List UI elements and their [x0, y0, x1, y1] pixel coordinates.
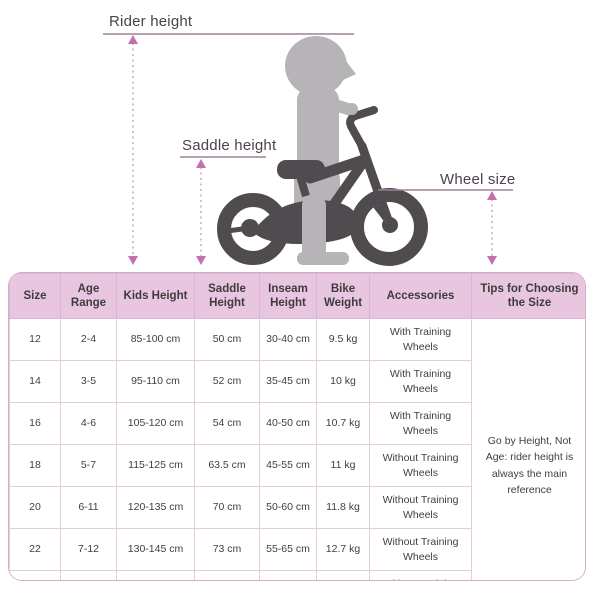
kids-height-header: Kids Height [116, 273, 195, 319]
inseam-height-cell: 55-65 cm [259, 528, 317, 571]
bike-weight-cell: 12.7 kg [316, 528, 370, 571]
kids-height-cell: 95-110 cm [116, 360, 195, 403]
inseam-height-cell: 30-40 cm [259, 318, 317, 361]
saddle [277, 160, 325, 179]
saddle-height-cell: 82.5 cm [194, 570, 260, 580]
child-hand [346, 103, 358, 115]
age-range-cell: 8-12 [60, 570, 117, 580]
inseam-height-cell: 35-45 cm [259, 360, 317, 403]
bike-weight-cell: 11.8 kg [316, 486, 370, 529]
age-range-header: Age Range [60, 273, 117, 319]
child-shoe [297, 252, 349, 265]
saddle-height-cell: 73 cm [194, 528, 260, 571]
size-cell: 18 [9, 444, 61, 487]
saddle-height-cell: 54 cm [194, 402, 260, 445]
bike-weight-cell: 9.5 kg [316, 318, 370, 361]
kids-height-cell: 115-125 cm [116, 444, 195, 487]
table-row: 24 8-12 140-155 cm 82.5 cm 60-70 cm 13.8… [9, 570, 586, 580]
seat-post [296, 174, 310, 198]
saddle-height-label: Saddle height [182, 137, 277, 154]
tips-cell: Go by Height, Not Age: rider height is a… [471, 318, 585, 580]
tips-header: Tips for Choosing the Size [471, 273, 585, 319]
age-range-cell: 6-11 [60, 486, 117, 529]
child-leg [302, 198, 326, 258]
size-chart-table: Size Age Range Kids Height Saddle Height… [9, 273, 586, 580]
wheel-size-arrow [487, 191, 497, 265]
bike-weight-cell: 10.7 kg [316, 402, 370, 445]
table-row: 14 3-5 95-110 cm 52 cm 35-45 cm 10 kg Wi… [9, 360, 586, 403]
size-cell: 12 [9, 318, 61, 361]
accessories-header: Accessories [369, 273, 472, 319]
size-cell: 16 [9, 402, 61, 445]
kids-height-cell: 140-155 cm [116, 570, 195, 580]
accessories-cell: With Training Wheels [369, 402, 472, 445]
front-fork [357, 141, 393, 225]
accessories-cell: Without Training Wheels [369, 486, 472, 529]
accessories-cell: Without Training Wheels [369, 570, 472, 580]
rider-height-label: Rider height [109, 13, 193, 30]
header-row: Size Age Range Kids Height Saddle Height… [9, 273, 585, 319]
bike-weight-cell: 13.8 kg [316, 570, 370, 580]
saddle-height-arrow [196, 159, 206, 265]
age-range-cell: 3-5 [60, 360, 117, 403]
inseam-height-cell: 50-60 cm [259, 486, 317, 529]
accessories-cell: With Training Wheels [369, 360, 472, 403]
table-row: 22 7-12 130-145 cm 73 cm 55-65 cm 12.7 k… [9, 528, 586, 571]
saddle-height-cell: 52 cm [194, 360, 260, 403]
kids-height-cell: 120-135 cm [116, 486, 195, 529]
kids-height-cell: 130-145 cm [116, 528, 195, 571]
handlebar [346, 106, 378, 150]
inseam-height-cell: 60-70 cm [259, 570, 317, 580]
age-range-cell: 7-12 [60, 528, 117, 571]
rear-spoke [226, 225, 251, 234]
size-cell: 22 [9, 528, 61, 571]
bike-weight-header: Bike Weight [316, 273, 370, 319]
age-range-cell: 2-4 [60, 318, 117, 361]
table-row: 20 6-11 120-135 cm 70 cm 50-60 cm 11.8 k… [9, 486, 586, 529]
table-row: 12 2-4 85-100 cm 50 cm 30-40 cm 9.5 kg W… [9, 318, 585, 580]
down-tube [325, 159, 367, 215]
bike-weight-cell: 10 kg [316, 360, 370, 403]
kids-height-cell: 105-120 cm [116, 402, 195, 445]
saddle-height-header: Saddle Height [194, 273, 260, 319]
accessories-cell: Without Training Wheels [369, 444, 472, 487]
saddle-height-cell: 70 cm [194, 486, 260, 529]
inseam-height-cell: 45-55 cm [259, 444, 317, 487]
rider-height-arrow [128, 35, 138, 265]
child-silhouette-front [297, 103, 358, 265]
bike-fitting-illustration [103, 33, 513, 266]
accessories-cell: With Training Wheels [369, 318, 472, 361]
age-range-cell: 4-6 [60, 402, 117, 445]
size-cell: 14 [9, 360, 61, 403]
size-cell: 20 [9, 486, 61, 529]
child-face [341, 57, 356, 81]
child-torso [297, 87, 339, 179]
saddle-height-cell: 50 cm [194, 318, 260, 361]
size-cell: 24 [9, 570, 61, 580]
wheel-size-label: Wheel size [440, 171, 516, 188]
dimension-annotations [103, 33, 513, 265]
bike-weight-cell: 11 kg [316, 444, 370, 487]
table-row: 18 5-7 115-125 cm 63.5 cm 45-55 cm 11 kg… [9, 444, 586, 487]
size-chart: Size Age Range Kids Height Saddle Height… [8, 272, 586, 581]
saddle-height-cell: 63.5 cm [194, 444, 260, 487]
kids-height-cell: 85-100 cm [116, 318, 195, 361]
size-header: Size [9, 273, 61, 319]
accessories-cell: Without Training Wheels [369, 528, 472, 571]
age-range-cell: 5-7 [60, 444, 117, 487]
table-row: 16 4-6 105-120 cm 54 cm 40-50 cm 10.7 kg… [9, 402, 586, 445]
inseam-height-cell: 40-50 cm [259, 402, 317, 445]
bike-silhouette [217, 106, 428, 266]
inseam-height-header: Inseam Height [259, 273, 317, 319]
child-head-helmet [285, 36, 347, 96]
